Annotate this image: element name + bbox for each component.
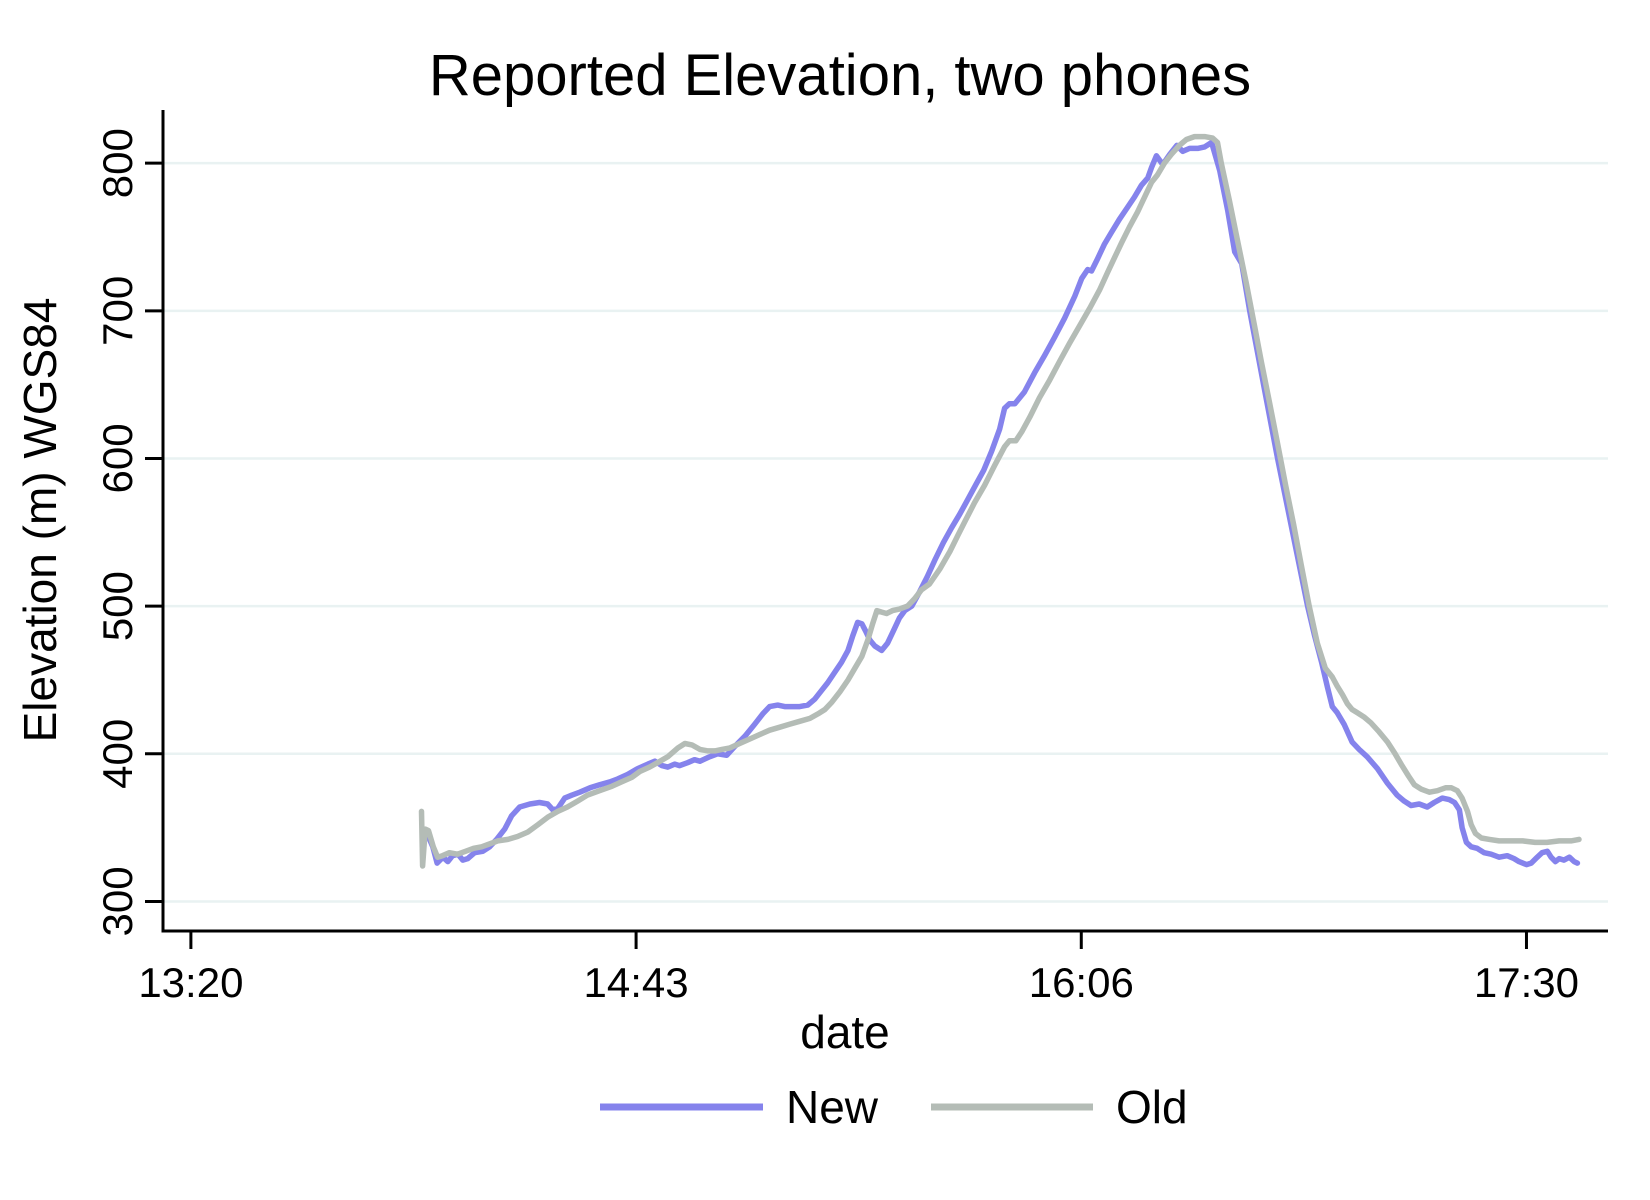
y-tick-label-400: 400 (94, 719, 141, 789)
y-axis-title: Elevation (m) WGS84 (14, 298, 66, 743)
series-lines (418, 133, 1582, 869)
y-tick-label-500: 500 (94, 571, 141, 641)
x-tick-label-13:20: 13:20 (138, 959, 243, 1006)
x-tick-label-14:43: 14:43 (584, 959, 689, 1006)
legend: New Old (600, 1081, 1188, 1133)
y-tick-label-800: 800 (94, 128, 141, 198)
legend-old-label: Old (1116, 1081, 1188, 1133)
x-axis-ticks: 13:20 14:43 16:06 17:30 (138, 931, 1579, 1006)
x-tick-label-16:06: 16:06 (1029, 959, 1134, 1006)
chart-title: Reported Elevation, two phones (429, 43, 1251, 108)
x-axis-title: date (800, 1006, 890, 1058)
x-tick-label-17:30: 17:30 (1474, 959, 1579, 1006)
series-old-line (418, 133, 1582, 869)
y-tick-label-700: 700 (94, 276, 141, 346)
y-tick-label-300: 300 (94, 866, 141, 936)
y-axis-ticks: 300 400 500 600 700 800 (94, 128, 163, 937)
series-new-line (426, 139, 1581, 868)
y-tick-label-600: 600 (94, 423, 141, 493)
gridlines (163, 161, 1608, 903)
legend-new-label: New (786, 1081, 879, 1133)
